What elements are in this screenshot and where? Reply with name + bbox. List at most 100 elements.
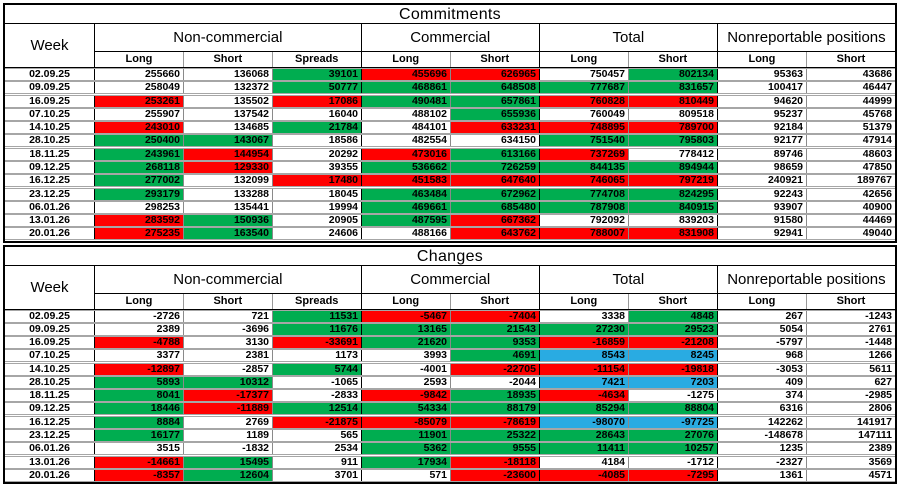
value-cell: 255660 [95,69,184,80]
value-cell: -11154 [540,363,629,375]
value-cell: 4691 [451,350,540,362]
sub-header-row: Long Short [540,293,717,309]
sub-column-header: Spreads [295,53,339,65]
sub-header-row: Long Short Spreads [95,52,361,67]
value-cell: -1448 [807,337,895,349]
value-cell: 2761 [807,323,895,335]
value-cell: 824295 [629,188,718,200]
value-cell: 451583 [362,175,451,187]
value-cell: 5054 [718,323,807,335]
value-cell: 91580 [718,215,807,227]
value-cell: 802134 [629,69,718,80]
value-cell: 10312 [184,376,273,388]
value-cell: 18045 [273,188,362,200]
value-cell: 134685 [184,122,273,134]
sub-column-header: Short [184,52,273,67]
value-cell: -78619 [451,416,540,428]
value-cell: 760828 [540,95,629,107]
value-cell: 19994 [273,201,362,213]
value-cell: -3696 [184,323,273,335]
value-cell: -5467 [362,310,451,322]
column-group: Nonreportable positions Long Short [717,266,895,309]
value-cell: 21784 [273,122,362,134]
value-cell: -21875 [273,416,362,428]
value-cell: 789700 [629,122,718,134]
value-cell: 2534 [273,443,362,455]
value-cell: 88804 [629,403,718,415]
value-cell: 613166 [451,148,540,160]
value-cell: 48603 [807,148,895,160]
value-cell: 93907 [718,201,807,213]
value-cell: 3569 [807,456,895,468]
value-cell: 100417 [718,82,807,94]
table-row: 28.10.25 250400 143067 18586 482554 634150 751… [5,134,895,148]
value-cell: 15495 [184,456,273,468]
sub-column-header: Short [658,294,688,307]
sub-header-row: Long Short [718,293,895,309]
table-row: 06.01.26 3515 -1832 2534 5362 9555 11411 10257 1… [5,442,895,456]
sub-header-row: Long Short [718,52,895,67]
value-cell: 10257 [629,443,718,455]
value-cell: 2806 [807,403,895,415]
week-cell: 07.10.25 [5,350,95,362]
week-cell: 02.09.25 [5,310,95,322]
table-row: 09.12.25 18446 -11889 12514 54334 88179 85294 8… [5,402,895,416]
changes-title: Changes [5,247,895,266]
sub-column-header: Short [184,293,273,309]
value-cell: -148678 [718,430,807,442]
value-cell: 189767 [807,175,895,187]
value-cell: 2389 [807,443,895,455]
value-cell: 6316 [718,403,807,415]
week-cell: 07.10.25 [5,108,95,120]
sub-column-header: Short [836,53,866,65]
column-group: Non-commercial Long Short Spreads [95,265,362,309]
value-cell: 51379 [807,122,895,134]
value-cell: 760049 [540,108,629,120]
value-cell: 648508 [451,82,540,94]
value-cell: 11531 [273,310,362,322]
week-cell: 09.09.25 [5,323,95,335]
value-cell: 92243 [718,188,807,200]
value-cell: 810449 [629,95,718,107]
value-cell: 565 [273,430,362,442]
value-cell: 89746 [718,148,807,160]
value-cell: 469661 [362,201,451,213]
week-cell: 06.01.26 [5,443,95,455]
week-cell: 28.10.25 [5,135,95,147]
value-cell: 8543 [540,350,629,362]
value-cell: 409 [718,376,807,388]
value-cell: 243010 [95,122,184,134]
value-cell: 92941 [718,228,807,240]
value-cell: -17377 [184,390,273,402]
value-cell: 1266 [807,350,895,362]
value-cell: 1173 [273,350,362,362]
value-cell: 633231 [451,122,540,134]
group-label: Commercial [361,24,539,52]
group-label: Non-commercial [95,266,361,294]
value-cell: 2381 [184,350,273,362]
value-cell: 2389 [95,323,184,335]
value-cell: 21620 [362,337,451,349]
sub-header-row: Long Short [362,52,539,67]
value-cell: 253261 [95,95,184,107]
value-cell: 44469 [807,215,895,227]
value-cell: 488102 [362,108,451,120]
value-cell: 268118 [95,161,184,173]
value-cell: 487595 [362,215,451,227]
value-cell: -2327 [718,456,807,468]
value-cell: 298253 [95,201,184,213]
value-cell: 142262 [718,416,807,428]
value-cell: 39101 [273,69,362,80]
value-cell: 831908 [629,228,718,240]
value-cell: 18935 [451,390,540,402]
week-cell: 28.10.25 [5,376,95,388]
value-cell: 3338 [540,310,629,322]
value-cell: 40900 [807,201,895,213]
value-cell: 16177 [95,430,184,442]
value-cell: 8884 [95,416,184,428]
value-cell: 5611 [807,363,895,375]
value-cell: 721 [184,310,273,322]
table-row: 23.12.25 293179 133288 18045 463484 672962 774… [5,187,895,201]
value-cell: 911 [273,456,362,468]
value-cell: 11901 [362,430,451,442]
